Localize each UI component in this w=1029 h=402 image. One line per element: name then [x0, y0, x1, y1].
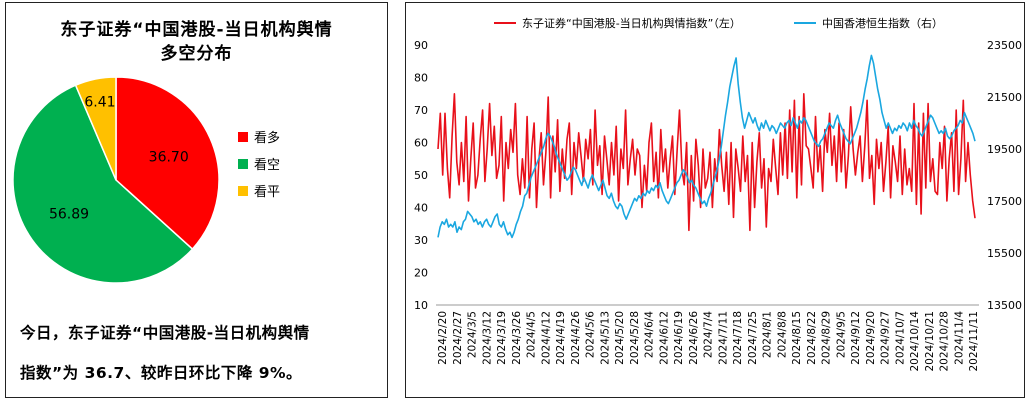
x-tick-label: 2024/11/4 — [953, 311, 965, 365]
x-tick-label: 2024/4/5 — [526, 311, 538, 358]
x-tick-label: 2024/10/21 — [924, 311, 936, 372]
y-right-tick-label: 17500 — [987, 195, 1022, 208]
y-left-tick-label: 30 — [414, 234, 428, 247]
x-tick-label: 2024/8/1 — [762, 311, 774, 358]
y-right-tick-label: 15500 — [987, 247, 1022, 260]
x-tick-label: 2024/7/25 — [747, 311, 759, 365]
y-left-tick-label: 50 — [414, 169, 428, 182]
y-left-tick-label: 20 — [414, 267, 428, 280]
x-tick-label: 2024/9/5 — [835, 311, 847, 358]
x-tick-label: 2024/4/12 — [540, 311, 552, 365]
x-tick-label: 2024/6/26 — [688, 311, 700, 365]
pie-panel: 东子证券“中国港股-当日机构舆情 多空分布 36.70 看多 56.89 看空 6.41… — [5, 2, 388, 398]
x-tick-label: 2024/7/18 — [732, 311, 744, 365]
x-tick-label: 2024/5/28 — [629, 311, 641, 365]
pie-title-line2: 多空分布 — [160, 44, 233, 64]
x-tick-label: 2024/8/8 — [776, 311, 788, 358]
x-tick-label: 2024/8/22 — [806, 311, 818, 365]
pie-slice — [115, 76, 220, 251]
y-right-tick-label: 21500 — [987, 91, 1022, 104]
x-tick-label: 2024/6/12 — [658, 311, 670, 365]
x-tick-label: 2024/3/19 — [496, 311, 508, 365]
x-tick-label: 2024/5/20 — [614, 311, 626, 365]
summary-line1: 今日，东子证券“中国港股-当日机构舆情 — [20, 324, 310, 342]
x-tick-label: 2024/2/20 — [437, 311, 449, 365]
x-tick-label: 2024/11/11 — [968, 311, 980, 372]
x-tick-label: 2024/5/13 — [599, 311, 611, 365]
legend-swatch — [238, 132, 248, 142]
legend-label: 看空 — [254, 157, 280, 173]
legend-label: 中国香港恒生指数（右） — [822, 16, 943, 30]
pie-slice-label: 56.89 — [49, 206, 89, 222]
legend-label: 看平 — [254, 184, 280, 200]
legend-swatch — [238, 159, 248, 169]
pie-slice — [12, 84, 194, 284]
pie-slice — [74, 76, 117, 181]
x-tick-label: 2024/9/12 — [850, 311, 862, 365]
x-tick-label: 2024/8/29 — [821, 311, 833, 365]
x-tick-label: 2024/7/4 — [703, 311, 715, 358]
x-tick-label: 2024/9/27 — [880, 311, 892, 365]
legend-swatch — [238, 186, 248, 196]
x-tick-label: 2024/6/19 — [673, 311, 685, 365]
summary-line2: 指数”为 36.7、较昨日环比下降 9%。 — [20, 364, 303, 382]
x-tick-label: 2024/8/15 — [791, 311, 803, 365]
x-tick-label: 2024/5/6 — [585, 311, 597, 358]
x-tick-label: 2024/6/4 — [644, 311, 656, 358]
line-chart-panel: 10 20 30 40 50 60 70 80 90 13500 15500 17500 19500 21… — [405, 2, 1025, 398]
y-left-tick-label: 40 — [414, 202, 428, 215]
x-tick-label: 2024/10/14 — [909, 311, 921, 372]
legend-label: 看多 — [254, 130, 280, 146]
line-chart: 10 20 30 40 50 60 70 80 90 13500 15500 17500 19500 21… — [414, 16, 1022, 372]
x-tick-label: 2024/7/11 — [717, 311, 729, 365]
x-tick-label: 2024/3/5 — [467, 311, 479, 358]
y-left-tick-label: 70 — [414, 104, 428, 117]
y-right-tick-label: 23500 — [987, 39, 1022, 52]
y-left-tick-label: 60 — [414, 137, 428, 150]
sentiment-index-line — [437, 93, 976, 232]
y-right-tick-label: 19500 — [987, 143, 1022, 156]
x-tick-label: 2024/10/7 — [894, 311, 906, 365]
x-tick-label: 2024/3/12 — [481, 311, 493, 365]
legend-label: 东子证券“中国港股-当日机构舆情指数”（左） — [522, 16, 741, 30]
pie-slice-label: 6.41 — [84, 94, 115, 110]
x-tick-label: 2024/4/19 — [555, 311, 567, 365]
x-tick-label: 2024/2/27 — [452, 311, 464, 365]
pie-chart: 36.70 看多 56.89 看空 6.41 看平 — [12, 76, 280, 284]
y-left-tick-label: 10 — [414, 299, 428, 312]
pie-title-line1: 东子证券“中国港股-当日机构舆情 — [60, 20, 333, 40]
x-tick-label: 2024/4/26 — [570, 311, 582, 365]
y-left-tick-label: 80 — [414, 72, 428, 85]
y-right-tick-label: 13500 — [987, 299, 1022, 312]
x-tick-label: 2024/10/28 — [939, 311, 951, 372]
y-left-tick-label: 90 — [414, 39, 428, 52]
pie-slice-label: 36.70 — [149, 150, 189, 166]
hang-seng-index-line — [437, 54, 976, 239]
x-tick-label: 2024/3/26 — [511, 311, 523, 365]
x-tick-label: 2024/9/20 — [865, 311, 877, 365]
